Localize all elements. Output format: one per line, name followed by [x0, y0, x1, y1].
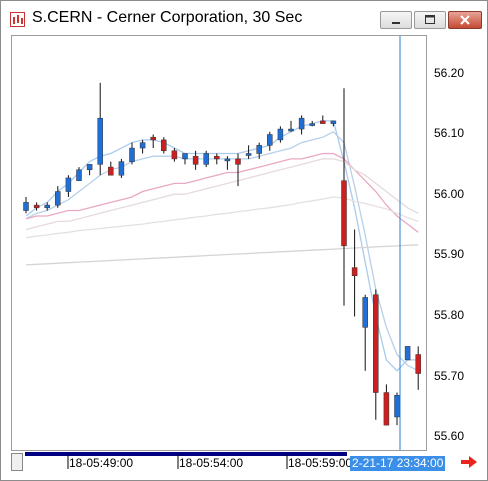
x-tick-label: 18-05:59:00	[288, 456, 353, 470]
y-tick-label: 55.60	[434, 429, 465, 443]
cursor-time-label: 2-21-17 23:34:00	[350, 456, 446, 471]
y-tick-label: 55.90	[434, 247, 465, 261]
candle-down	[373, 294, 379, 393]
candle-down	[351, 267, 358, 276]
candle-up	[277, 128, 284, 141]
chart-plot-area[interactable]	[11, 35, 427, 451]
candle-up	[129, 147, 135, 162]
moving-average-line-6	[25, 244, 419, 266]
candle-up	[288, 128, 294, 132]
minimize-icon	[392, 22, 400, 24]
y-tick-label: 55.80	[434, 308, 465, 322]
candle-down	[383, 392, 390, 426]
candle-down	[192, 155, 199, 165]
candle-up	[309, 123, 315, 126]
time-scrollbar[interactable]	[25, 452, 347, 456]
candle-up	[23, 202, 29, 211]
axis-tick-marks	[67, 455, 288, 469]
candle-up	[256, 145, 262, 154]
candle-up	[362, 297, 368, 328]
candle-up	[182, 153, 188, 160]
arrow-right-icon[interactable]	[459, 453, 479, 471]
x-tick-label: 18-05:49:00	[69, 456, 134, 470]
x-tick-label: 18-05:54:00	[179, 456, 244, 470]
candle-up	[86, 164, 93, 171]
candle-up	[404, 346, 411, 361]
chart-app-icon	[10, 12, 25, 27]
y-tick-label: 56.00	[434, 187, 465, 201]
close-icon	[460, 15, 470, 25]
y-tick-label: 56.10	[434, 126, 465, 140]
candle-up	[245, 153, 252, 156]
candle-up	[76, 169, 82, 181]
minimize-button[interactable]	[380, 11, 412, 29]
candle-up	[118, 161, 125, 176]
candle-up	[139, 142, 146, 149]
y-tick-label: 55.70	[434, 369, 465, 383]
candle-up	[97, 117, 103, 165]
candle-up	[203, 153, 209, 165]
chart-canvas	[23, 36, 421, 450]
candle-down	[415, 354, 421, 374]
candle-down	[341, 180, 347, 247]
close-button[interactable]	[448, 11, 482, 29]
candle-down	[33, 204, 40, 209]
candle-down	[150, 136, 156, 141]
candle-up	[330, 120, 337, 124]
candle-down	[108, 166, 114, 176]
candle-up	[267, 134, 273, 146]
candle-up	[224, 158, 231, 162]
moving-average-line-3	[25, 152, 419, 233]
candle-down	[214, 155, 220, 160]
candle-down	[171, 150, 178, 160]
moving-average-line-4	[25, 158, 419, 231]
title-bar[interactable]: S.CERN - Cerner Corporation, 30 Sec	[1, 1, 487, 37]
candle-up	[44, 204, 50, 209]
window-title: S.CERN - Cerner Corporation, 30 Sec	[32, 9, 303, 26]
candle-down	[320, 120, 326, 124]
maximize-icon	[425, 15, 435, 24]
candle-up	[55, 191, 61, 206]
candle-down	[235, 158, 241, 165]
moving-average-line-5	[25, 196, 419, 239]
scroll-left-box[interactable]	[11, 453, 23, 471]
candle-up	[394, 395, 400, 418]
candle-up	[65, 177, 72, 192]
moving-average-line-2	[25, 131, 419, 372]
time-axis: 18-05:49:00 18-05:54:00 18-05:59:00	[23, 452, 457, 472]
maximize-button[interactable]	[414, 11, 446, 29]
y-tick-label: 56.20	[434, 66, 465, 80]
candle-down	[161, 139, 167, 152]
candle-up	[298, 117, 305, 130]
